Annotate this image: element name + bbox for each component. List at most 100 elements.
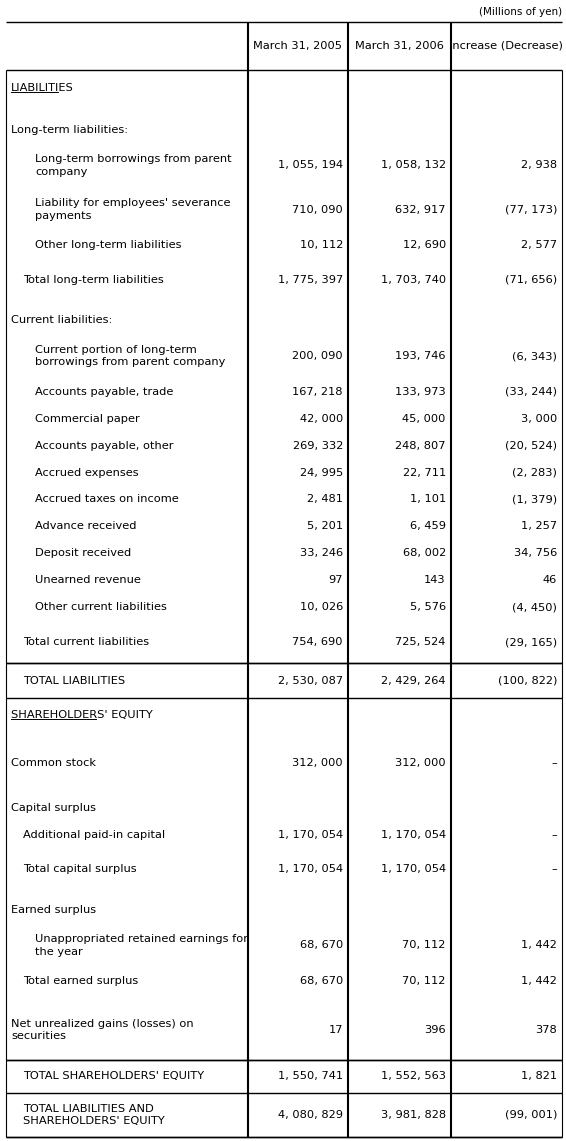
Text: 396: 396 — [424, 1025, 446, 1035]
Text: payments: payments — [35, 211, 92, 221]
Text: 33, 246: 33, 246 — [300, 549, 343, 558]
Text: 1, 170, 054: 1, 170, 054 — [381, 830, 446, 840]
Text: company: company — [35, 167, 87, 177]
Text: 10, 026: 10, 026 — [299, 602, 343, 613]
Text: 1, 170, 054: 1, 170, 054 — [278, 864, 343, 874]
Text: 1, 703, 740: 1, 703, 740 — [381, 275, 446, 285]
Text: SHAREHOLDERS' EQUITY: SHAREHOLDERS' EQUITY — [23, 1116, 165, 1126]
Text: 2, 429, 264: 2, 429, 264 — [381, 675, 446, 686]
Text: the year: the year — [35, 947, 83, 956]
Text: 70, 112: 70, 112 — [402, 940, 446, 950]
Text: (99, 001): (99, 001) — [505, 1110, 557, 1119]
Text: Unearned revenue: Unearned revenue — [35, 575, 141, 585]
Text: 22, 711: 22, 711 — [402, 468, 446, 478]
Text: 68, 002: 68, 002 — [402, 549, 446, 558]
Text: (Millions of yen): (Millions of yen) — [479, 7, 562, 17]
Text: 46: 46 — [543, 575, 557, 585]
Text: 6, 459: 6, 459 — [410, 521, 446, 532]
Text: Deposit received: Deposit received — [35, 549, 131, 558]
Text: Commercial paper: Commercial paper — [35, 413, 140, 423]
Text: 378: 378 — [535, 1025, 557, 1035]
Text: 1, 775, 397: 1, 775, 397 — [278, 275, 343, 285]
Text: securities: securities — [11, 1031, 66, 1042]
Text: Unappropriated retained earnings for: Unappropriated retained earnings for — [35, 934, 248, 944]
Text: Other long-term liabilities: Other long-term liabilities — [35, 241, 182, 250]
Text: 3, 000: 3, 000 — [521, 413, 557, 423]
Text: 632, 917: 632, 917 — [395, 204, 446, 215]
Text: 42, 000: 42, 000 — [299, 413, 343, 423]
Text: (77, 173): (77, 173) — [505, 204, 557, 215]
Text: 754, 690: 754, 690 — [293, 637, 343, 647]
Text: Total capital surplus: Total capital surplus — [23, 864, 136, 874]
Text: 1, 101: 1, 101 — [410, 494, 446, 504]
Text: (100, 822): (100, 822) — [498, 675, 557, 686]
Text: Net unrealized gains (losses) on: Net unrealized gains (losses) on — [11, 1019, 194, 1029]
Text: –: – — [551, 830, 557, 840]
Text: 133, 973: 133, 973 — [395, 387, 446, 397]
Text: 167, 218: 167, 218 — [293, 387, 343, 397]
Text: TOTAL LIABILITIES: TOTAL LIABILITIES — [23, 675, 125, 686]
Text: 193, 746: 193, 746 — [395, 351, 446, 361]
Text: 97: 97 — [328, 575, 343, 585]
Text: March 31, 2005: March 31, 2005 — [254, 41, 342, 51]
Text: 2, 481: 2, 481 — [307, 494, 343, 504]
Text: 24, 995: 24, 995 — [299, 468, 343, 478]
Text: 248, 807: 248, 807 — [395, 440, 446, 451]
Text: 2, 938: 2, 938 — [521, 161, 557, 170]
Text: 68, 670: 68, 670 — [299, 940, 343, 950]
Text: 45, 000: 45, 000 — [402, 413, 446, 423]
Text: 12, 690: 12, 690 — [402, 241, 446, 250]
Text: TOTAL SHAREHOLDERS' EQUITY: TOTAL SHAREHOLDERS' EQUITY — [23, 1071, 204, 1082]
Text: Current portion of long-term: Current portion of long-term — [35, 345, 197, 355]
Text: (20, 524): (20, 524) — [505, 440, 557, 451]
Text: (4, 450): (4, 450) — [512, 602, 557, 613]
Text: Total current liabilities: Total current liabilities — [23, 637, 149, 647]
Text: 68, 670: 68, 670 — [299, 976, 343, 986]
Text: 1, 442: 1, 442 — [521, 976, 557, 986]
Text: 710, 090: 710, 090 — [292, 204, 343, 215]
Text: 143: 143 — [424, 575, 446, 585]
Text: LIABILITIES: LIABILITIES — [11, 83, 74, 94]
Text: Accounts payable, trade: Accounts payable, trade — [35, 387, 173, 397]
Text: Accrued expenses: Accrued expenses — [35, 468, 139, 478]
Text: Other current liabilities: Other current liabilities — [35, 602, 167, 613]
Text: –: – — [551, 759, 557, 768]
Text: Increase (Decrease): Increase (Decrease) — [449, 41, 563, 51]
Text: Liability for employees' severance: Liability for employees' severance — [35, 199, 230, 209]
Text: 17: 17 — [328, 1025, 343, 1035]
Text: TOTAL LIABILITIES AND: TOTAL LIABILITIES AND — [23, 1103, 154, 1114]
Text: Long-term borrowings from parent: Long-term borrowings from parent — [35, 154, 231, 164]
Text: 1, 821: 1, 821 — [521, 1071, 557, 1082]
Text: 1, 442: 1, 442 — [521, 940, 557, 950]
Text: Total earned surplus: Total earned surplus — [23, 976, 138, 986]
Text: Long-term liabilities:: Long-term liabilities: — [11, 124, 128, 135]
Text: Earned surplus: Earned surplus — [11, 905, 96, 915]
Text: 1, 170, 054: 1, 170, 054 — [381, 864, 446, 874]
Text: 34, 756: 34, 756 — [514, 549, 557, 558]
Text: 1, 552, 563: 1, 552, 563 — [381, 1071, 446, 1082]
Text: 10, 112: 10, 112 — [299, 241, 343, 250]
Text: (1, 379): (1, 379) — [512, 494, 557, 504]
Text: (2, 283): (2, 283) — [512, 468, 557, 478]
Text: Accrued taxes on income: Accrued taxes on income — [35, 494, 179, 504]
Text: (71, 656): (71, 656) — [505, 275, 557, 285]
Text: Current liabilities:: Current liabilities: — [11, 315, 113, 325]
Text: (6, 343): (6, 343) — [512, 351, 557, 361]
Text: 312, 000: 312, 000 — [395, 759, 446, 768]
Text: 1, 055, 194: 1, 055, 194 — [278, 161, 343, 170]
Text: Advance received: Advance received — [35, 521, 136, 532]
Text: March 31, 2006: March 31, 2006 — [355, 41, 444, 51]
Text: SHAREHOLDERS' EQUITY: SHAREHOLDERS' EQUITY — [11, 710, 153, 720]
Text: –: – — [551, 864, 557, 874]
Text: 5, 201: 5, 201 — [307, 521, 343, 532]
Text: Accounts payable, other: Accounts payable, other — [35, 440, 174, 451]
Text: 312, 000: 312, 000 — [292, 759, 343, 768]
Text: 1, 058, 132: 1, 058, 132 — [381, 161, 446, 170]
Text: Common stock: Common stock — [11, 759, 96, 768]
Text: 2, 530, 087: 2, 530, 087 — [278, 675, 343, 686]
Text: borrowings from parent company: borrowings from parent company — [35, 357, 225, 367]
Text: 1, 550, 741: 1, 550, 741 — [278, 1071, 343, 1082]
Text: (33, 244): (33, 244) — [505, 387, 557, 397]
Text: Total long-term liabilities: Total long-term liabilities — [23, 275, 164, 285]
Text: 3, 981, 828: 3, 981, 828 — [381, 1110, 446, 1119]
